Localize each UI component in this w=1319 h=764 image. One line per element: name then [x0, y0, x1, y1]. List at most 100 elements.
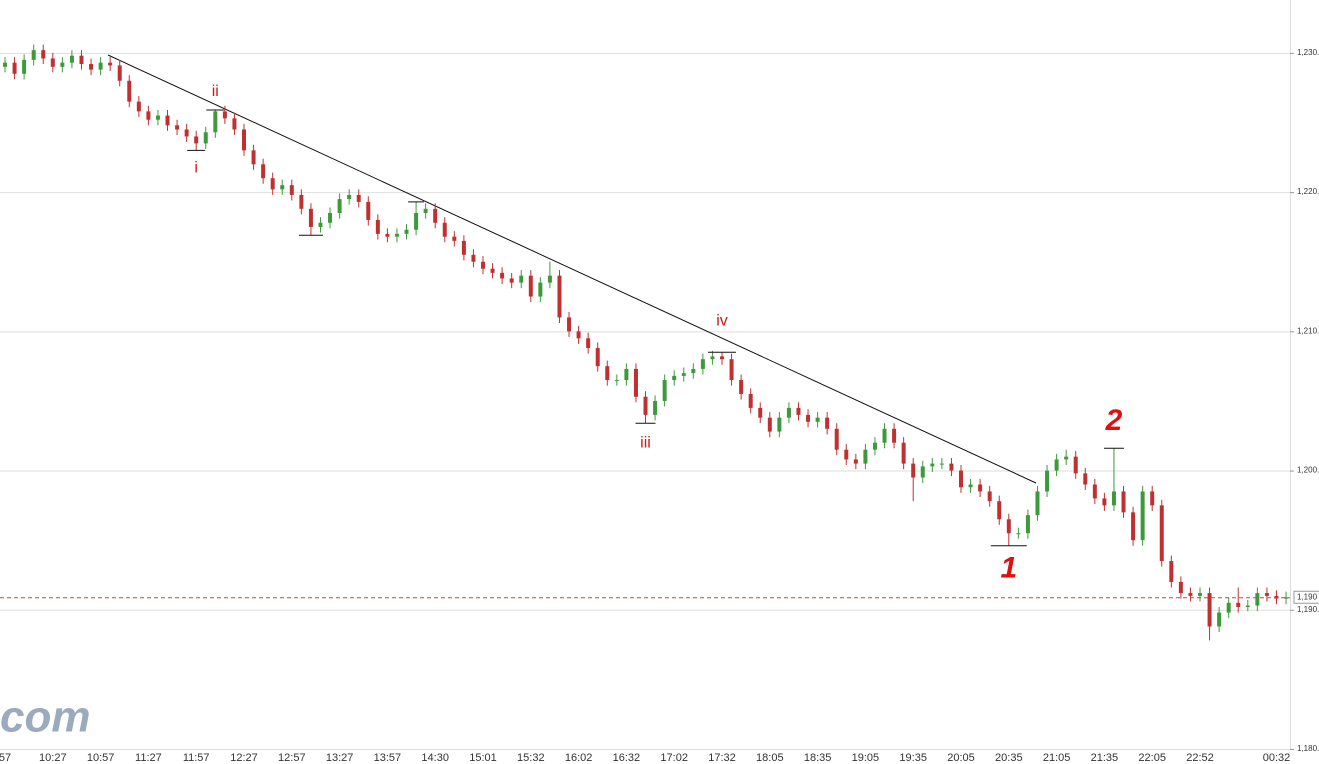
candle-body [41, 50, 46, 59]
candle-body [681, 373, 686, 376]
candle-body [318, 222, 323, 227]
candle-body [299, 194, 304, 209]
candle-body [949, 463, 954, 471]
x-tick-label: 19:35 [899, 752, 927, 764]
candle-body [1217, 612, 1222, 627]
candle-body [872, 442, 877, 450]
trend-line [107, 54, 1037, 484]
candle-body [1207, 593, 1212, 627]
candle-body [547, 275, 552, 283]
candle-body [519, 275, 524, 283]
x-tick-label: 15:01 [469, 752, 497, 764]
candle-body [423, 208, 428, 214]
candle-body [1131, 512, 1136, 541]
candle-body [213, 111, 218, 133]
candle-body [653, 400, 658, 415]
candle-body [853, 459, 858, 464]
candle-body [347, 194, 352, 200]
candle-body [3, 62, 7, 67]
candle-body [815, 417, 820, 422]
candle-body [146, 111, 151, 120]
wave-label: iv [716, 312, 728, 329]
x-tick-label: 13:57 [374, 752, 402, 764]
candle-body [337, 199, 342, 214]
candle-body [356, 194, 361, 202]
candle-body [194, 136, 199, 144]
candle-body [184, 129, 189, 137]
x-tick-label: 17:32 [708, 752, 736, 764]
x-tick-label: 10:27 [39, 752, 67, 764]
candle-body [748, 393, 753, 408]
candle-body [117, 65, 122, 81]
candle-body [700, 359, 705, 369]
x-tick-label: 21:05 [1043, 752, 1071, 764]
candle-body [490, 268, 495, 273]
candle-body [261, 164, 266, 179]
candle-body [959, 470, 963, 488]
x-tick-label: 16:02 [565, 752, 593, 764]
candle-body [127, 80, 132, 102]
candle-body [939, 463, 944, 465]
wave-label: i [194, 160, 198, 177]
candle-body [576, 331, 581, 339]
candle-body [863, 449, 868, 464]
candle-body [672, 375, 677, 381]
candle-body [882, 428, 887, 443]
candle-body [1140, 491, 1145, 541]
candle-body [242, 129, 246, 151]
candle-body [1111, 491, 1116, 506]
wave-label: 2 [1105, 404, 1123, 437]
candle-body [203, 132, 208, 144]
candle-body [414, 213, 419, 230]
candle-body [175, 125, 180, 130]
last-price-label: 1,190 [1297, 592, 1318, 601]
candle-body [1264, 593, 1269, 596]
candle-body [643, 396, 648, 415]
candle-body [1102, 498, 1107, 506]
x-tick-label: 22:05 [1138, 752, 1166, 764]
grid [0, 52, 1294, 750]
candle-body [633, 368, 638, 397]
candle-body [1064, 456, 1069, 460]
x-tick-label: 15:32 [517, 752, 545, 764]
candle-body [710, 356, 715, 360]
candle-body [806, 414, 811, 422]
candle-body [538, 282, 543, 297]
candle-body [1054, 459, 1059, 471]
x-tick-label: 57 [0, 752, 11, 764]
candle-body [222, 111, 227, 119]
candle-body [31, 50, 36, 60]
candle-body [978, 484, 983, 492]
candle-body [586, 338, 591, 349]
candle-body [1188, 593, 1193, 596]
candle-body [595, 348, 600, 367]
candle-body [892, 428, 897, 443]
x-tick-label: 19:05 [852, 752, 880, 764]
candle-body [930, 463, 935, 467]
candle-body [69, 55, 74, 63]
candle-body [997, 501, 1002, 520]
candle-body [987, 491, 992, 502]
candle-body [720, 356, 724, 360]
wave-label: 1 [1000, 552, 1017, 585]
x-tick-label: 11:27 [135, 752, 162, 764]
y-tick-label: 1,200.0 [1297, 466, 1319, 475]
candle-body [251, 150, 256, 165]
watermark: com [0, 693, 90, 742]
candle-body [1169, 561, 1174, 582]
candle-body [1178, 581, 1183, 594]
x-tick-label: 12:27 [230, 752, 258, 764]
x-tick-label: 18:05 [756, 752, 784, 764]
candle-body [1245, 605, 1250, 607]
x-tick-label: 20:35 [995, 752, 1023, 764]
candle-body [12, 62, 17, 74]
x-tick-label: 10:57 [87, 752, 115, 764]
candle-body [328, 213, 333, 223]
candle-body [786, 407, 791, 418]
candle-body [1083, 473, 1088, 485]
candle-body [1226, 602, 1231, 613]
candle-body [155, 115, 160, 120]
candle-body [834, 428, 839, 450]
